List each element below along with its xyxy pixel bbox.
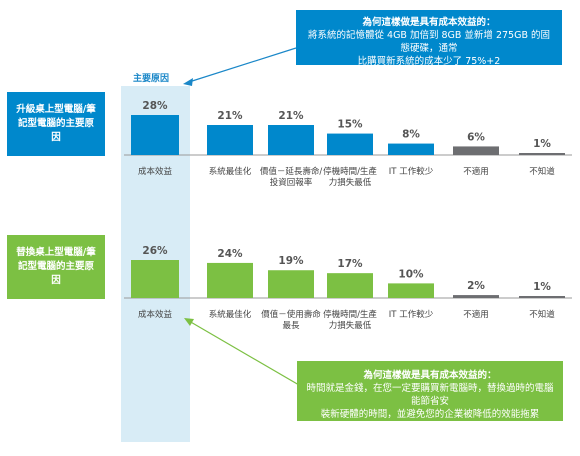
upgrade-value-label: 6% — [467, 131, 485, 143]
upgrade-reasons-label: 升級桌上型電腦/筆記型電腦的主要原因 — [7, 92, 105, 156]
replace-category-label: 成本效益 — [138, 309, 173, 320]
replace-value-label: 19% — [278, 255, 304, 267]
replace-value-label: 26% — [142, 245, 168, 257]
upgrade-bar — [388, 143, 434, 155]
upgrade-category-label: 價值－延長壽命/ — [260, 166, 323, 177]
arrow-replace — [188, 320, 300, 386]
arrow-upgrade-head — [183, 78, 193, 86]
replace-reasons-label: 替換桌上型電腦/筆記型電腦的主要原因 — [7, 235, 105, 299]
replace-bar — [268, 270, 314, 298]
callout-replace-title: 為何這樣做是具有成本效益的： — [363, 370, 497, 381]
callout-upgrade: 為何這樣做是具有成本效益的： 將系統的記憶體從 4GB 加倍到 8GB 並新增 … — [296, 10, 562, 67]
replace-bar — [327, 273, 373, 298]
replace-value-label: 10% — [398, 268, 424, 280]
callout-upgrade-line2: 比購買新系統的成本少了 75%+2 — [357, 56, 501, 67]
callout-arrows — [183, 47, 300, 386]
replace-category-label: 價值－使用壽命 — [261, 309, 321, 320]
upgrade-category-label: 不知道 — [529, 166, 555, 177]
upgrade-value-label: 1% — [533, 138, 551, 150]
arrow-upgrade — [188, 47, 297, 83]
replace-bar — [453, 295, 499, 298]
upgrade-value-label: 15% — [337, 119, 363, 131]
replace-category-label: 不知道 — [529, 309, 555, 320]
replace-reasons-text: 替換桌上型電腦/筆記型電腦的主要原因 — [16, 247, 96, 286]
replace-category-label: 停機時間/生產 — [323, 309, 377, 320]
upgrade-category-label: 力損失最低 — [329, 177, 372, 188]
upgrade-bar — [268, 125, 314, 155]
upgrade-bar — [519, 153, 565, 155]
arrow-replace-head — [184, 318, 194, 326]
replace-value-label: 24% — [217, 248, 243, 260]
main-reason-label: 主要原因 — [133, 74, 170, 84]
replace-bar — [519, 296, 565, 298]
upgrade-category-label: 成本效益 — [138, 166, 173, 177]
upgrade-bar — [207, 125, 253, 155]
upgrade-value-label: 21% — [278, 110, 304, 122]
callout-replace: 為何這樣做是具有成本效益的： 時間就是金錢，在您一定要購買新電腦時，替換過時的電… — [297, 361, 563, 421]
replace-bar — [388, 283, 434, 298]
callout-replace-line2: 裝新硬體的時間，並避免您的企業被降低的效能拖累 — [320, 409, 540, 420]
replace-category-label: 最長 — [282, 321, 300, 331]
upgrade-category-label: 停機時間/生產 — [323, 166, 377, 177]
replace-bar — [131, 260, 179, 298]
upgrade-category-label: 投資回報率 — [270, 177, 313, 188]
upgrade-category-label: 系統最佳化 — [209, 166, 252, 177]
replace-category-label: 不適用 — [463, 309, 489, 320]
upgrade-bar — [453, 146, 499, 155]
upgrade-bar — [327, 133, 373, 155]
upgrade-value-label: 28% — [142, 100, 168, 112]
upgrade-value-label: 8% — [402, 129, 420, 141]
upgrade-category-label: 不適用 — [463, 166, 489, 177]
replace-value-label: 1% — [533, 281, 551, 293]
replace-bar — [207, 262, 253, 298]
upgrade-reasons-text: 升級桌上型電腦/筆記型電腦的主要原因 — [16, 104, 96, 143]
callout-upgrade-title: 為何這樣做是具有成本效益的： — [362, 17, 496, 28]
upgrade-chart: 28% 成本效益 21% 系統最佳化 21% 價值－延長壽命/投資回報率 15% 停機時間/生… — [124, 100, 572, 188]
replace-category-label: 力損失最低 — [329, 320, 372, 331]
upgrade-value-label: 21% — [217, 110, 243, 122]
upgrade-bar — [131, 115, 179, 155]
replace-category-label: IT 工作較少 — [389, 309, 434, 320]
callout-replace-line1: 時間就是金錢，在您一定要購買新電腦時，替換過時的電腦能節省安 — [306, 383, 554, 407]
callout-upgrade-line1: 將系統的記憶體從 4GB 加倍到 8GB 並新增 275GB 的固態硬碟，通常 — [308, 30, 550, 54]
upgrade-category-label: IT 工作較少 — [389, 166, 434, 177]
replace-value-label: 17% — [337, 258, 363, 270]
replace-category-label: 系統最佳化 — [209, 309, 252, 320]
replace-value-label: 2% — [467, 280, 485, 292]
